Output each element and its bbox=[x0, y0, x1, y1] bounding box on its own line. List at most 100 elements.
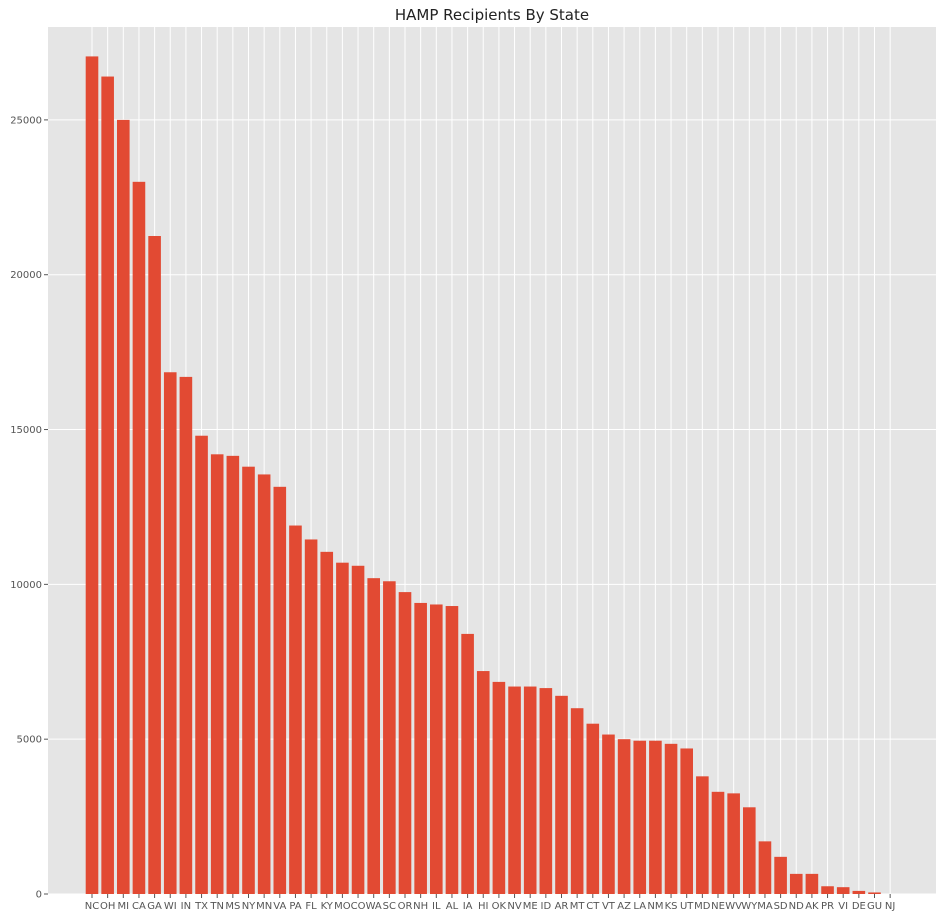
bar-il bbox=[430, 604, 443, 894]
bar-or bbox=[398, 592, 412, 894]
bar-id bbox=[539, 688, 553, 894]
bar-la bbox=[633, 740, 647, 894]
x-tick-label: DE bbox=[852, 901, 866, 912]
bar-vi bbox=[836, 887, 850, 894]
x-tick-label: OR bbox=[398, 901, 413, 912]
bar-ca bbox=[132, 181, 146, 895]
bar-ak bbox=[805, 873, 819, 894]
x-tick-label: AR bbox=[555, 901, 569, 912]
bar-nc bbox=[85, 56, 99, 894]
bar-co bbox=[351, 565, 365, 894]
bar-me bbox=[523, 686, 537, 894]
x-tick-label: WY bbox=[741, 901, 758, 912]
x-tick-label: GA bbox=[147, 901, 162, 912]
bar-mi bbox=[117, 119, 130, 894]
y-axis-ticks: 0 5000 10000 15000 20000 25000 bbox=[10, 115, 48, 901]
bar-ne bbox=[711, 791, 725, 894]
bar-tn bbox=[210, 454, 224, 894]
bars bbox=[85, 56, 881, 895]
x-tick-label: VT bbox=[602, 901, 616, 912]
bar-mt bbox=[570, 708, 584, 894]
x-tick-label: CA bbox=[132, 901, 146, 912]
y-tick-label: 0 bbox=[36, 890, 42, 901]
y-tick-label: 15000 bbox=[10, 425, 42, 436]
x-tick-label: VA bbox=[273, 901, 286, 912]
bar-hi bbox=[476, 671, 490, 894]
x-tick-label: UT bbox=[680, 901, 694, 912]
x-tick-label: MN bbox=[256, 901, 272, 912]
bar-wy bbox=[743, 807, 756, 894]
x-tick-label: WI bbox=[164, 901, 177, 912]
bar-gu bbox=[868, 892, 881, 894]
x-tick-label: IN bbox=[181, 901, 191, 912]
bar-ok bbox=[492, 681, 506, 894]
x-tick-label: MS bbox=[225, 901, 240, 912]
bar-nm bbox=[649, 740, 662, 894]
bar-ks bbox=[664, 743, 678, 894]
bar-nd bbox=[789, 873, 803, 894]
x-tick-label: PA bbox=[289, 901, 301, 912]
x-tick-label: VI bbox=[838, 901, 848, 912]
x-tick-label: MD bbox=[694, 901, 711, 912]
bar-vt bbox=[602, 734, 615, 894]
bar-ia bbox=[461, 633, 474, 894]
bar-ct bbox=[586, 723, 600, 894]
x-tick-label: AZ bbox=[617, 901, 631, 912]
x-tick-label: HI bbox=[478, 901, 488, 912]
x-tick-label: NV bbox=[507, 901, 521, 912]
bar-sd bbox=[774, 856, 787, 894]
bar-de bbox=[852, 890, 866, 894]
x-tick-label: NM bbox=[647, 901, 663, 912]
x-tick-label: MT bbox=[570, 901, 586, 912]
x-tick-label: IA bbox=[463, 901, 473, 912]
bar-fl bbox=[304, 539, 318, 894]
x-tick-label: MA bbox=[757, 901, 773, 912]
y-tick-label: 5000 bbox=[17, 735, 42, 746]
x-tick-label: LA bbox=[633, 901, 646, 912]
x-tick-label: NE bbox=[711, 901, 725, 912]
y-tick-label: 20000 bbox=[10, 270, 42, 281]
x-axis-ticks: NC OH MI CA GA WI IN TX TN MS NY MN VA PA FL KY MO CO WA SC… bbox=[85, 894, 895, 912]
bar-pr bbox=[821, 886, 834, 894]
bar-nv bbox=[508, 686, 521, 894]
x-tick-label: TN bbox=[209, 901, 224, 912]
x-tick-label: SC bbox=[383, 901, 396, 912]
x-tick-label: IL bbox=[432, 901, 441, 912]
x-tick-label: GU bbox=[867, 901, 882, 912]
bar-wa bbox=[367, 578, 380, 894]
bar-al bbox=[445, 606, 459, 894]
x-tick-label: MI bbox=[118, 901, 130, 912]
x-tick-label: NY bbox=[242, 901, 256, 912]
bar-pa bbox=[289, 525, 302, 894]
bar-az bbox=[617, 739, 631, 894]
bar-wi bbox=[163, 372, 177, 894]
x-tick-label: AK bbox=[805, 901, 819, 912]
x-tick-label: NC bbox=[85, 901, 99, 912]
x-tick-label: OH bbox=[100, 901, 115, 912]
x-tick-label: SD bbox=[774, 901, 788, 912]
bar-ma bbox=[758, 841, 772, 894]
x-tick-label: ID bbox=[541, 901, 552, 912]
x-tick-label: TX bbox=[194, 901, 208, 912]
bar-nh bbox=[414, 602, 427, 894]
x-tick-label: ME bbox=[523, 901, 538, 912]
x-tick-label: CT bbox=[586, 901, 600, 912]
bar-mo bbox=[336, 562, 349, 894]
bar-ky bbox=[320, 551, 334, 894]
x-tick-label: OK bbox=[492, 901, 507, 912]
bar-ny bbox=[242, 466, 255, 894]
x-tick-label: WV bbox=[725, 901, 742, 912]
bar-ar bbox=[555, 695, 568, 894]
bar-mn bbox=[257, 474, 271, 894]
x-tick-label: ND bbox=[789, 901, 804, 912]
y-tick-label: 10000 bbox=[10, 580, 42, 591]
x-tick-label: KY bbox=[321, 901, 334, 912]
chart-title: HAMP Recipients By State bbox=[395, 6, 589, 24]
x-tick-label: NH bbox=[413, 901, 428, 912]
x-tick-label: CO bbox=[351, 901, 366, 912]
x-tick-label: MO bbox=[334, 901, 351, 912]
bar-ms bbox=[226, 455, 240, 894]
x-tick-label: WA bbox=[366, 901, 382, 912]
y-tick-label: 25000 bbox=[10, 115, 42, 126]
